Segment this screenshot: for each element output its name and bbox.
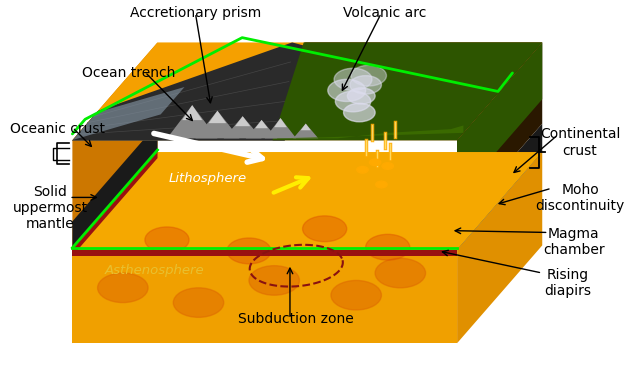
Circle shape xyxy=(98,273,148,303)
Polygon shape xyxy=(273,42,542,140)
Text: Solid
uppermost
mantle: Solid uppermost mantle xyxy=(13,184,88,231)
Polygon shape xyxy=(72,152,157,256)
Circle shape xyxy=(350,76,381,94)
Text: Subduction zone: Subduction zone xyxy=(238,312,354,326)
Circle shape xyxy=(335,91,371,112)
Text: Lithosphere: Lithosphere xyxy=(169,172,247,184)
Polygon shape xyxy=(167,105,218,138)
Circle shape xyxy=(303,216,347,242)
Polygon shape xyxy=(224,116,262,138)
Polygon shape xyxy=(73,87,184,140)
Polygon shape xyxy=(72,124,157,250)
Text: Ocean trench: Ocean trench xyxy=(83,66,176,80)
Text: Magma
chamber: Magma chamber xyxy=(543,227,605,257)
Polygon shape xyxy=(182,105,202,120)
Polygon shape xyxy=(72,42,495,140)
Polygon shape xyxy=(235,116,250,126)
Polygon shape xyxy=(457,42,542,197)
Polygon shape xyxy=(72,250,457,343)
Text: Rising
diapirs: Rising diapirs xyxy=(544,268,591,298)
Circle shape xyxy=(173,288,224,317)
Circle shape xyxy=(348,88,375,104)
Polygon shape xyxy=(457,124,542,250)
Circle shape xyxy=(369,159,381,166)
Polygon shape xyxy=(255,120,268,128)
Circle shape xyxy=(227,238,271,264)
Polygon shape xyxy=(293,124,318,138)
Polygon shape xyxy=(195,111,239,138)
Circle shape xyxy=(328,79,365,101)
Polygon shape xyxy=(301,124,311,130)
Circle shape xyxy=(344,103,375,122)
Circle shape xyxy=(351,65,387,86)
Circle shape xyxy=(382,163,394,169)
Text: Volcanic arc: Volcanic arc xyxy=(343,6,426,20)
Text: Continental
crust: Continental crust xyxy=(540,127,620,158)
Text: Oceanic crust: Oceanic crust xyxy=(10,122,106,136)
Circle shape xyxy=(365,234,410,260)
Polygon shape xyxy=(72,156,157,343)
Circle shape xyxy=(375,258,426,288)
Polygon shape xyxy=(72,42,157,343)
Polygon shape xyxy=(72,152,542,250)
Polygon shape xyxy=(72,42,542,140)
Circle shape xyxy=(145,227,189,253)
Polygon shape xyxy=(274,118,287,127)
Polygon shape xyxy=(246,120,277,138)
Polygon shape xyxy=(457,152,542,343)
Polygon shape xyxy=(265,118,296,138)
Polygon shape xyxy=(273,42,542,140)
Circle shape xyxy=(376,181,387,188)
Polygon shape xyxy=(274,125,463,138)
Circle shape xyxy=(331,280,381,310)
Text: Asthenosphere: Asthenosphere xyxy=(104,264,204,277)
Text: Accretionary prism: Accretionary prism xyxy=(130,6,261,20)
Text: Moho
discontinuity: Moho discontinuity xyxy=(536,183,625,213)
Polygon shape xyxy=(72,250,457,256)
Circle shape xyxy=(357,166,368,173)
Circle shape xyxy=(249,266,300,295)
Circle shape xyxy=(334,68,372,90)
Polygon shape xyxy=(209,111,227,123)
Polygon shape xyxy=(457,42,542,221)
